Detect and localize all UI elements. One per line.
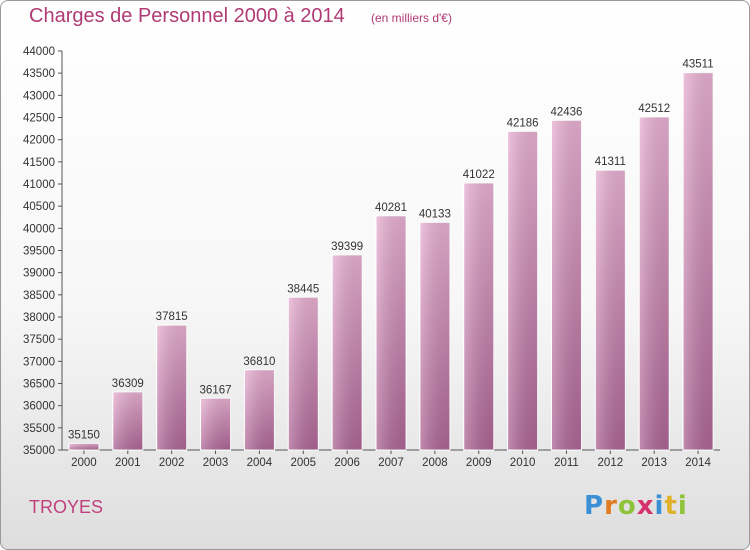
- x-tick-label-2004: 2004: [247, 457, 273, 469]
- x-tick-label-2009: 2009: [466, 457, 492, 469]
- bar-shade-2011: [551, 120, 582, 450]
- y-tick-label: 42500: [23, 113, 55, 125]
- value-label-2013: 42512: [638, 103, 670, 115]
- value-label-2009: 41022: [463, 169, 495, 181]
- bar-shade-2004: [244, 369, 275, 450]
- y-tick-label: 38500: [23, 290, 55, 302]
- logo-letter: i: [677, 491, 688, 521]
- y-tick-label: 41000: [23, 179, 55, 191]
- y-tick-label: 40000: [23, 223, 55, 235]
- proxiti-logo: Proxiti: [584, 491, 688, 521]
- place-name: TROYES: [29, 497, 104, 517]
- bar-shade-2010: [507, 131, 538, 451]
- bar-shade-2000: [68, 443, 99, 450]
- x-tick-label-2008: 2008: [422, 457, 448, 469]
- logo-letter: i: [654, 491, 665, 521]
- bar-shade-2005: [288, 297, 319, 450]
- logo-letter: P: [584, 491, 605, 521]
- bar-shade-2008: [419, 222, 450, 450]
- value-label-2006: 39399: [331, 241, 363, 253]
- y-tick-label: 37000: [23, 356, 55, 368]
- value-label-2010: 42186: [507, 117, 539, 129]
- x-tick-label-2005: 2005: [290, 457, 316, 469]
- value-label-2000: 35150: [68, 429, 100, 441]
- y-tick-label: 37500: [23, 334, 55, 346]
- y-tick-label: 41500: [23, 157, 55, 169]
- x-tick-label-2012: 2012: [598, 457, 624, 469]
- logo-letter: t: [664, 491, 678, 521]
- value-label-2002: 37815: [156, 311, 188, 323]
- y-tick-label: 42000: [23, 135, 55, 147]
- value-label-2011: 42436: [550, 106, 582, 118]
- bar-shade-2002: [156, 325, 187, 450]
- x-tick-label-2006: 2006: [334, 457, 360, 469]
- bar-shade-2012: [595, 170, 626, 450]
- logo-letter: r: [604, 491, 618, 521]
- x-tick-label-2013: 2013: [641, 457, 667, 469]
- chart-title: Charges de Personnel 2000 à 2014: [29, 5, 345, 27]
- value-label-2008: 40133: [419, 208, 451, 220]
- value-label-2012: 41311: [595, 156, 626, 168]
- x-tick-label-2003: 2003: [203, 457, 229, 469]
- y-tick-label: 43000: [23, 90, 55, 102]
- x-tick-label-2001: 2001: [115, 457, 141, 469]
- value-label-2014: 43511: [682, 59, 713, 71]
- x-tick-label-2007: 2007: [378, 457, 404, 469]
- bar-shade-2013: [639, 116, 670, 450]
- value-label-2004: 36810: [243, 356, 275, 368]
- value-label-2007: 40281: [375, 202, 407, 214]
- y-tick-label: 44000: [23, 46, 55, 58]
- y-tick-label: 40500: [23, 201, 55, 213]
- bar-shade-2009: [463, 183, 494, 451]
- y-tick-label: 39500: [23, 246, 55, 258]
- x-tick-label-2010: 2010: [510, 457, 536, 469]
- y-tick-label: 36000: [23, 401, 55, 413]
- bar-shade-2001: [112, 391, 143, 450]
- y-tick-label: 39000: [23, 268, 55, 280]
- x-tick-label-2014: 2014: [685, 457, 711, 469]
- y-tick-label: 35500: [23, 423, 55, 435]
- x-tick-label-2000: 2000: [71, 457, 97, 469]
- logo-letter: x: [636, 491, 655, 521]
- chart-subtitle: (en milliers d'€): [371, 11, 452, 25]
- y-tick-label: 43500: [23, 68, 55, 80]
- y-tick-label: 35000: [23, 445, 55, 457]
- y-tick-label: 38000: [23, 312, 55, 324]
- value-label-2003: 36167: [200, 384, 232, 396]
- bar-shade-2003: [200, 398, 231, 450]
- y-tick-label: 36500: [23, 379, 55, 391]
- value-label-2001: 36309: [112, 378, 144, 390]
- value-label-2005: 38445: [287, 283, 319, 295]
- logo-letter: o: [617, 491, 637, 521]
- bar-shade-2007: [376, 215, 406, 450]
- x-tick-label-2011: 2011: [554, 457, 579, 469]
- bar-shade-2006: [332, 254, 363, 450]
- bar-shade-2014: [683, 72, 714, 450]
- x-tick-label-2002: 2002: [159, 457, 185, 469]
